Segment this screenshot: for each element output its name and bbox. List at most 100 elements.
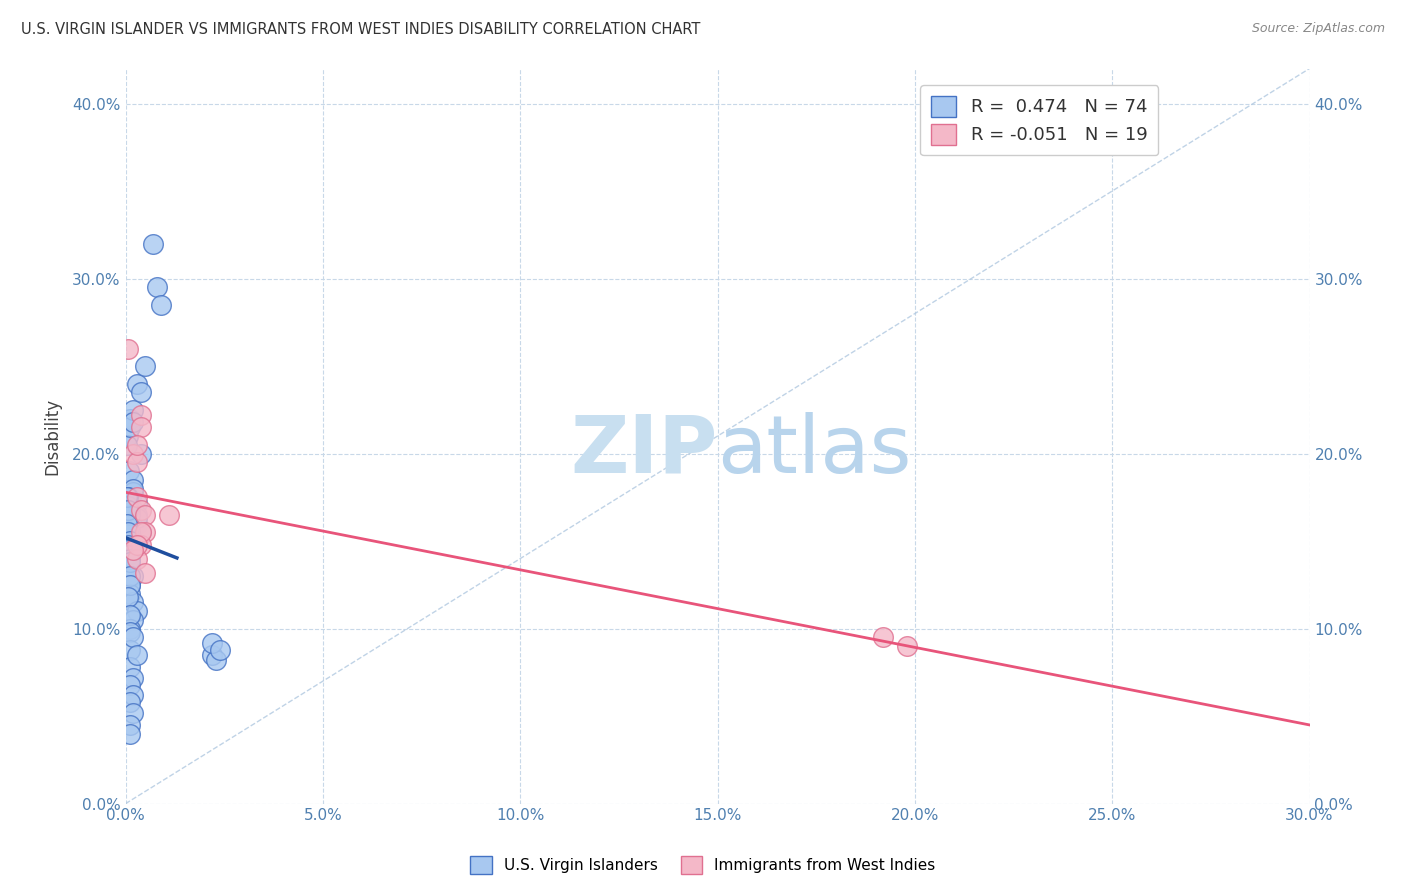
Point (122, 415, 145, 429)
Point (118, 502, 141, 516)
Point (118, 569, 141, 583)
Point (115, 516, 138, 531)
Point (127, 495, 149, 509)
Point (122, 534, 145, 549)
Point (127, 551, 149, 566)
Point (118, 525, 141, 540)
Point (118, 660, 141, 674)
Point (117, 548, 139, 562)
Point (205, 653, 228, 667)
Point (134, 508, 156, 522)
Point (127, 376, 149, 391)
Point (122, 542, 145, 557)
Point (157, 508, 180, 522)
Point (122, 402, 145, 417)
Point (117, 342, 139, 356)
Point (118, 491, 141, 505)
Legend: R =  0.474   N = 74, R = -0.051   N = 19: R = 0.474 N = 74, R = -0.051 N = 19 (921, 85, 1159, 155)
Text: U.S. VIRGIN ISLANDER VS IMMIGRANTS FROM WEST INDIES DISABILITY CORRELATION CHART: U.S. VIRGIN ISLANDER VS IMMIGRANTS FROM … (21, 22, 700, 37)
Point (131, 408, 153, 422)
Point (127, 511, 149, 525)
Point (134, 566, 156, 580)
Point (131, 525, 153, 540)
Point (118, 513, 141, 527)
Point (118, 695, 141, 709)
Point (118, 677, 141, 691)
Text: ZIP: ZIP (571, 412, 717, 490)
Point (118, 551, 141, 566)
Legend: U.S. Virgin Islanders, Immigrants from West Indies: U.S. Virgin Islanders, Immigrants from W… (464, 850, 942, 880)
Point (127, 455, 149, 469)
Point (122, 631, 145, 645)
Point (131, 538, 153, 552)
Point (122, 482, 145, 496)
Point (118, 560, 141, 574)
Point (117, 491, 139, 505)
Point (115, 438, 138, 452)
Point (118, 420, 141, 434)
Point (131, 446, 153, 460)
Point (209, 642, 232, 657)
Point (117, 502, 139, 516)
Point (118, 499, 141, 513)
Point (201, 648, 224, 662)
Point (117, 538, 139, 552)
Point (131, 502, 153, 516)
Point (117, 525, 139, 540)
Point (118, 726, 141, 740)
Point (118, 534, 141, 549)
Point (118, 625, 141, 640)
Point (118, 555, 141, 569)
Point (127, 538, 149, 552)
Point (127, 648, 149, 662)
Point (131, 385, 153, 400)
Point (122, 671, 145, 685)
Point (118, 622, 141, 636)
Point (122, 706, 145, 720)
Point (118, 642, 141, 657)
Point (118, 578, 141, 592)
Point (115, 491, 138, 505)
Point (142, 236, 165, 251)
Point (117, 590, 139, 604)
Point (122, 485, 145, 500)
Point (146, 280, 169, 294)
Point (117, 525, 139, 540)
Point (118, 607, 141, 622)
Point (134, 525, 156, 540)
Point (127, 604, 149, 618)
Y-axis label: Disability: Disability (44, 398, 60, 475)
Point (872, 631, 894, 645)
Point (118, 586, 141, 600)
Point (122, 569, 145, 583)
Point (118, 464, 141, 478)
Point (122, 520, 145, 534)
Point (127, 491, 149, 505)
Point (117, 499, 139, 513)
Point (118, 578, 141, 592)
Point (122, 473, 145, 487)
Point (122, 688, 145, 702)
Point (122, 446, 145, 460)
Point (118, 538, 141, 552)
Point (131, 525, 153, 540)
Point (134, 359, 156, 373)
Point (115, 542, 138, 557)
Point (150, 298, 173, 312)
Point (117, 429, 139, 443)
Point (896, 639, 918, 653)
Point (122, 502, 145, 516)
Point (127, 508, 149, 522)
Point (127, 516, 149, 531)
Point (118, 718, 141, 732)
Point (118, 411, 141, 425)
Point (201, 635, 224, 649)
Point (118, 542, 141, 557)
Point (122, 595, 145, 609)
Point (127, 438, 149, 452)
Text: Source: ZipAtlas.com: Source: ZipAtlas.com (1251, 22, 1385, 36)
Point (118, 551, 141, 566)
Point (118, 508, 141, 522)
Point (122, 613, 145, 627)
Text: atlas: atlas (717, 412, 912, 490)
